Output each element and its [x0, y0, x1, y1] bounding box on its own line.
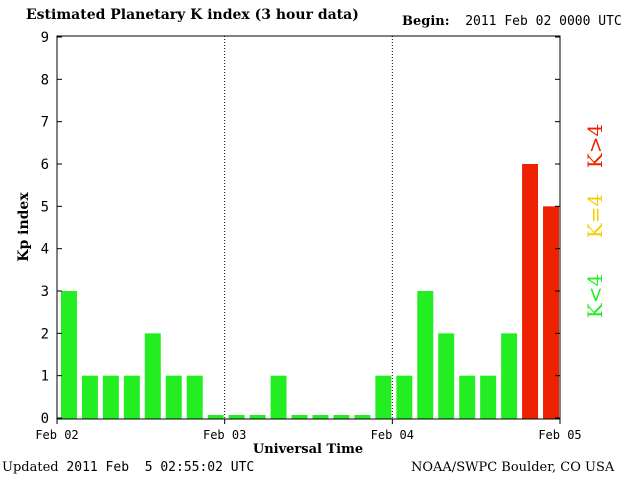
day-gridlines	[224, 36, 393, 419]
kp-bar-chart: 0 1 2 3 4 5 6 7 8 9 Feb 02 Feb 03 Feb 04 Feb 05 Kp i…	[16, 30, 607, 457]
chart-title: Estimated Planetary K index (3 hour data…	[26, 7, 359, 23]
bars-group	[61, 164, 559, 419]
y-tick-label: 5	[41, 199, 49, 215]
kp-bar	[186, 375, 203, 419]
kp-bar	[438, 333, 455, 419]
kp-bar	[459, 375, 476, 419]
kp-bar	[165, 375, 182, 419]
kp-bar	[543, 206, 559, 419]
kp-bar	[312, 415, 329, 419]
kp-bar	[501, 333, 518, 419]
begin-label: Begin:	[402, 14, 450, 29]
kp-bar	[417, 291, 434, 419]
y-tick-label: 9	[41, 30, 49, 46]
x-axis-ticks: Feb 02 Feb 03 Feb 04 Feb 05	[35, 419, 582, 442]
y-axis-ticks: 0 1 2 3 4 5 6 7 8 9	[41, 30, 560, 427]
kp-bar	[123, 375, 140, 419]
y-tick-label: 7	[41, 115, 49, 131]
kp-bar	[291, 415, 308, 419]
kp-bar	[333, 415, 350, 419]
legend-entry: K<4	[583, 274, 607, 318]
updated-value: 2011 Feb 5 02:55:02 UTC	[66, 460, 255, 475]
legend: K<4 K=4 K>4	[583, 124, 607, 318]
kp-bar	[480, 375, 497, 419]
kp-bar	[144, 333, 161, 419]
x-axis-label: Universal Time	[253, 442, 363, 457]
y-tick-label: 6	[41, 157, 49, 173]
y-tick-label: 1	[41, 369, 49, 385]
y-axis-label: Kp index	[16, 192, 32, 262]
plot-frame	[56, 35, 561, 420]
y-tick-label: 8	[41, 72, 49, 88]
updated-time: Updated 2011 Feb 5 02:55:02 UTC	[2, 460, 254, 475]
kp-bar	[522, 164, 539, 419]
begin-value: 2011 Feb 02 0000 UTC	[465, 14, 622, 29]
kp-bar	[102, 375, 119, 419]
source-credit: NOAA/SWPC Boulder, CO USA	[411, 460, 615, 475]
y-tick-label: 2	[41, 326, 49, 342]
y-tick-label: 3	[41, 284, 49, 300]
begin-time: Begin: 2011 Feb 02 0000 UTC	[402, 14, 622, 29]
kp-bar	[396, 375, 413, 419]
legend-entry: K=4	[583, 194, 607, 238]
y-tick-label: 4	[41, 242, 49, 258]
kp-bar	[270, 375, 287, 419]
x-tick-label: Feb 05	[538, 428, 581, 442]
kp-bar	[354, 415, 371, 419]
x-tick-label: Feb 02	[35, 428, 78, 442]
kp-bar	[228, 415, 245, 419]
legend-entry: K>4	[583, 124, 607, 168]
kp-bar	[81, 375, 98, 419]
updated-label: Updated	[2, 460, 59, 475]
x-tick-label: Feb 03	[203, 428, 246, 442]
kp-bar	[207, 415, 224, 419]
kp-bar	[375, 375, 392, 419]
kp-bar	[61, 291, 77, 419]
kp-bar	[249, 415, 266, 419]
y-tick-label: 0	[41, 411, 49, 427]
x-tick-label: Feb 04	[371, 428, 414, 442]
